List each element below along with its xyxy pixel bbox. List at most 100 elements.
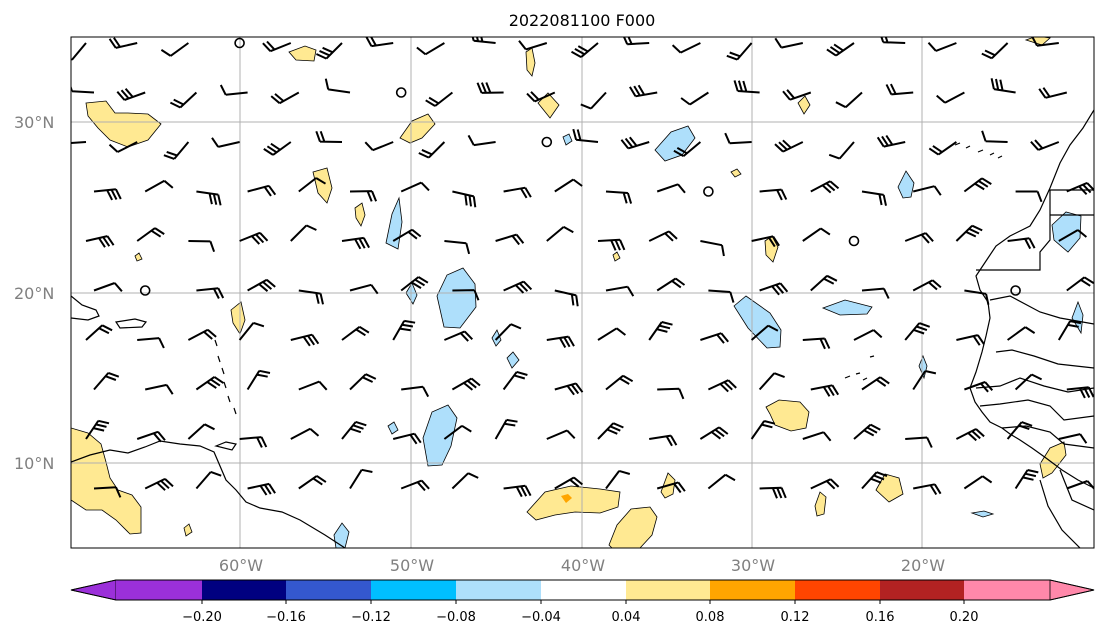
country-border [976, 189, 1094, 271]
country-border [995, 349, 1094, 369]
wind-barb [290, 333, 320, 347]
anomaly-region [230, 301, 246, 335]
wind-barb [708, 289, 735, 303]
wind-barb [144, 478, 174, 491]
wind-barb [452, 289, 480, 301]
country-border [989, 295, 1094, 325]
wind-barb [401, 385, 430, 398]
wind-barb [853, 423, 881, 440]
colorbar-bin [116, 580, 202, 600]
colorbar-tick-label: −0.20 [182, 610, 222, 625]
colorbar-bin [626, 580, 710, 600]
wind-barb [597, 238, 626, 251]
wind-barb [656, 277, 686, 292]
wind-barb [263, 141, 292, 156]
north-africa-coast [969, 109, 1094, 489]
anomaly-region [399, 113, 436, 144]
colorbar-tick-label: 0.04 [612, 610, 641, 625]
wind-barb [451, 377, 481, 391]
wind-barb [774, 139, 804, 153]
lat-label-30n: 30°N [14, 113, 54, 132]
wind-barb [1066, 386, 1094, 399]
wind-barb [518, 40, 548, 51]
anomaly-region [333, 522, 350, 548]
wind-barb [597, 422, 624, 440]
anomaly-region [525, 47, 536, 77]
wind-barb [597, 327, 627, 341]
wind-barb [912, 370, 937, 391]
colorbar-tick-label: −0.08 [436, 610, 476, 625]
wind-barb [1014, 469, 1039, 490]
wind-barb [400, 479, 430, 492]
calm-wind-marker [1010, 285, 1021, 296]
wind-barb [298, 177, 327, 193]
lesser-antilles [214, 339, 237, 415]
anomaly-region [387, 421, 399, 435]
colorbar-tick-label: −0.12 [351, 610, 391, 625]
wind-barb [700, 240, 725, 257]
wind-barb [1014, 373, 1043, 391]
wind-barb [964, 381, 994, 393]
calm-wind-marker [395, 87, 407, 98]
wind-barb [315, 130, 343, 143]
wind-barb [861, 471, 888, 490]
anomaly-region [875, 473, 904, 503]
wind-barb [861, 376, 890, 391]
wind-barb [981, 42, 1009, 60]
wind-barb [928, 141, 957, 156]
wind-barb [247, 482, 276, 496]
wind-barb [964, 289, 990, 305]
wind-barb [526, 91, 556, 103]
wind-barb [605, 285, 635, 297]
wind-barb [392, 432, 422, 445]
wind-barb [700, 332, 729, 344]
wind-barb [1066, 480, 1094, 490]
wind-barb [262, 40, 292, 53]
wind-barb [861, 287, 890, 299]
wind-barb [605, 374, 634, 391]
wind-barb [656, 183, 686, 194]
anomaly-region [1039, 441, 1067, 479]
wind-barb [1007, 326, 1036, 341]
wind-barb [759, 282, 789, 296]
colorbar-outline [70, 579, 1095, 601]
colorbar-bin [880, 580, 964, 600]
colorbar-bin [795, 580, 880, 600]
wind-barb [211, 137, 240, 148]
wind-barb [554, 382, 584, 396]
wind-barb [699, 426, 729, 440]
wind-barb [246, 369, 271, 391]
wind-barb [1031, 37, 1059, 47]
wind-barb [885, 83, 914, 96]
anomaly-region [562, 133, 573, 146]
wind-barb [416, 42, 445, 56]
wind-barb [108, 141, 138, 153]
wind-barb [341, 325, 370, 341]
wind-barb [247, 184, 277, 197]
wind-barb [810, 384, 840, 397]
wind-barb [904, 232, 934, 244]
wind-barb [810, 180, 840, 194]
colorbar-bin [286, 580, 371, 600]
anomaly-region [814, 491, 827, 517]
wind-barb [554, 476, 584, 490]
wind-barb [160, 42, 189, 57]
wind-barb [108, 37, 138, 49]
wind-barb [750, 324, 779, 341]
calm-wind-marker [703, 186, 714, 197]
south-america-coast [71, 440, 346, 548]
anomaly-region [1071, 300, 1084, 335]
wind-barb [981, 130, 1008, 143]
wind-barb [144, 179, 174, 193]
wind-barb [93, 188, 122, 201]
wind-barb [247, 278, 276, 292]
wind-barb [750, 420, 776, 440]
anomaly-region [183, 523, 193, 537]
wind-barb [605, 190, 633, 204]
wind-barb [620, 136, 650, 150]
wind-barb [324, 78, 351, 94]
wind-barb [853, 329, 883, 341]
wind-barb [724, 132, 752, 145]
lon-label-60w: 60°W [219, 556, 263, 575]
